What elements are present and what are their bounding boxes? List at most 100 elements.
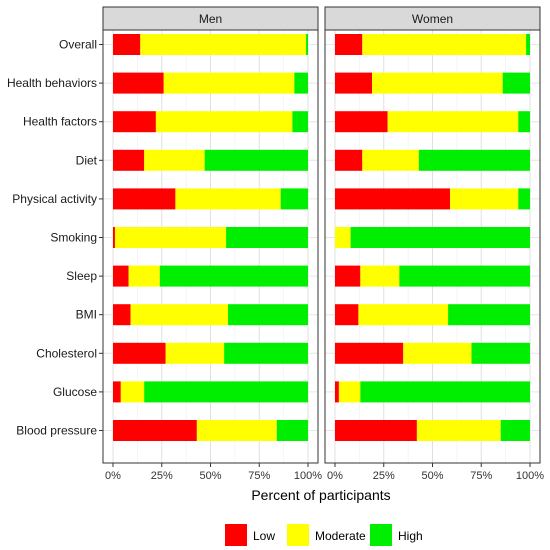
bar-segment-moderate xyxy=(416,420,501,441)
legend-swatch xyxy=(225,524,247,546)
bar-segment-moderate xyxy=(120,381,145,403)
bar-segment-low xyxy=(113,381,121,403)
x-tick-label: 0% xyxy=(327,470,343,482)
bar-segment-high xyxy=(448,304,530,326)
bar-segment-moderate xyxy=(338,381,361,403)
category-label: Sleep xyxy=(66,269,97,283)
bar-segment-high xyxy=(228,304,308,326)
bar-segment-high xyxy=(518,188,530,210)
bar-segment-moderate xyxy=(362,149,419,171)
legend-label: High xyxy=(398,529,423,543)
bar-segment-low xyxy=(113,72,164,94)
bar-segment-high xyxy=(306,34,308,55)
bar-segment-moderate xyxy=(362,34,527,55)
bar-segment-low xyxy=(113,227,115,248)
legend-item-moderate: Moderate xyxy=(287,524,366,546)
legend-item-low: Low xyxy=(225,524,275,546)
x-tick-label: 0% xyxy=(105,470,121,482)
legend: Low Moderate High xyxy=(225,524,423,546)
category-label: Smoking xyxy=(50,231,97,245)
category-labels: Overall Health behaviors Health factors Die… xyxy=(7,38,103,438)
category-label: Physical activity xyxy=(12,192,97,206)
bar-segment-low xyxy=(335,34,363,55)
x-axis-title: Percent of participants xyxy=(251,487,390,503)
x-tick-label: 50% xyxy=(199,470,221,482)
bar-segment-moderate xyxy=(140,34,307,55)
bar-segment-moderate xyxy=(450,188,519,210)
category-label: Blood pressure xyxy=(16,424,97,438)
bar-segment-high xyxy=(294,72,308,94)
bar-segment-high xyxy=(399,265,530,287)
legend-item-high: High xyxy=(370,524,423,546)
bar-segment-high xyxy=(360,381,530,403)
bar-segment-moderate xyxy=(144,149,205,171)
bar-segment-low xyxy=(113,34,141,55)
legend-label: Low xyxy=(253,529,275,543)
bar-segment-high xyxy=(418,149,530,171)
bar-segment-high xyxy=(224,342,308,364)
category-label: Health factors xyxy=(23,115,97,129)
bar-segment-low xyxy=(113,304,131,326)
bar-segment-low xyxy=(335,111,388,133)
bar-segment-moderate xyxy=(387,111,519,133)
bar-segment-low xyxy=(113,265,129,287)
bar-segment-low xyxy=(113,188,176,210)
category-label: Glucose xyxy=(53,385,97,399)
bar-segment-moderate xyxy=(165,342,225,364)
bar-segment-low xyxy=(335,420,417,441)
bar-segment-high xyxy=(526,34,530,55)
bar-segment-high xyxy=(471,342,530,364)
bar-segment-high xyxy=(159,265,308,287)
bar-segment-high xyxy=(144,381,308,403)
category-label: BMI xyxy=(76,308,97,322)
x-tick-label: 100% xyxy=(516,470,544,482)
bar-segment-low xyxy=(335,342,404,364)
bar-segment-low xyxy=(113,420,197,441)
bar-segment-low xyxy=(335,304,359,326)
x-tick-label: 75% xyxy=(248,470,270,482)
bar-segment-high xyxy=(276,420,308,441)
bar-segment-moderate xyxy=(360,265,400,287)
strip-label: Women xyxy=(412,12,453,26)
bar-segment-moderate xyxy=(196,420,277,441)
bar-segment-moderate xyxy=(128,265,160,287)
bar-segment-high xyxy=(350,227,530,248)
x-tick-label: 25% xyxy=(373,470,395,482)
bar-segment-low xyxy=(335,149,363,171)
legend-swatch xyxy=(370,524,392,546)
bar-segment-high xyxy=(292,111,308,133)
bar-segment-moderate xyxy=(372,72,503,94)
category-label: Overall xyxy=(59,38,97,52)
bar-segment-low xyxy=(113,342,166,364)
bar-segment-moderate xyxy=(114,227,227,248)
bar-segment-high xyxy=(226,227,308,248)
category-label: Diet xyxy=(76,153,98,167)
x-tick-label: 50% xyxy=(421,470,443,482)
bar-segment-high xyxy=(500,420,530,441)
bar-segment-high xyxy=(518,111,530,133)
x-tick-label: 100% xyxy=(294,470,322,482)
x-tick-label: 25% xyxy=(151,470,173,482)
bar-segment-moderate xyxy=(335,227,351,248)
legend-swatch xyxy=(287,524,309,546)
bar-segment-moderate xyxy=(175,188,281,210)
panel-women: Women 0% 25% 50% 75% 100% xyxy=(324,6,544,482)
bar-segment-high xyxy=(204,149,308,171)
bar-segment-low xyxy=(113,149,145,171)
bar-segment-low xyxy=(335,381,339,403)
bar-segment-high xyxy=(502,72,530,94)
bar-segment-low xyxy=(335,188,451,210)
bar-segment-moderate xyxy=(130,304,229,326)
category-label: Cholesterol xyxy=(36,346,97,360)
strip-label: Men xyxy=(199,12,222,26)
facet-panels: Men 0% 25% 50% 75% 100% Women 0% 25% 50% 75% 100% xyxy=(102,6,544,482)
bar-segment-moderate xyxy=(358,304,449,326)
category-label: Health behaviors xyxy=(7,76,97,90)
bar-segment-low xyxy=(335,265,361,287)
x-tick-label: 75% xyxy=(470,470,492,482)
panel-men: Men 0% 25% 50% 75% 100% xyxy=(102,6,322,482)
bar-segment-moderate xyxy=(155,111,293,133)
bar-segment-high xyxy=(280,188,308,210)
bar-segment-low xyxy=(113,111,156,133)
